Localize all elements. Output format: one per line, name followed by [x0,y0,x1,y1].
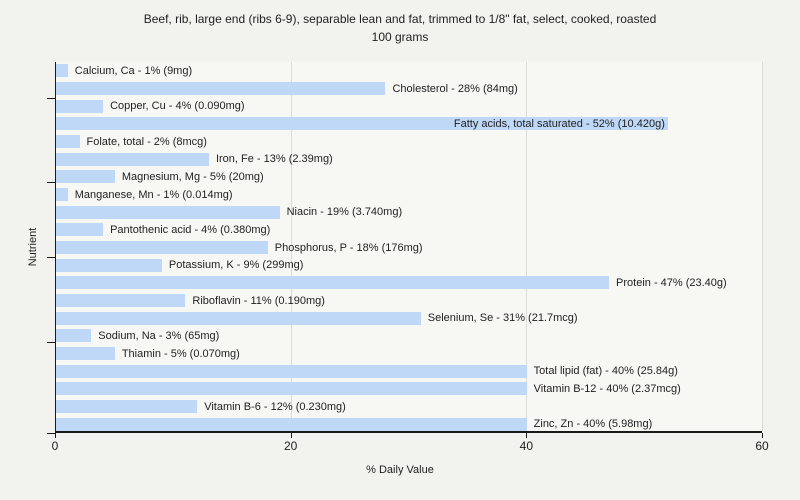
bar-row: Thiamin - 5% (0.070mg) [56,347,762,360]
x-axis-tick [526,433,528,438]
bar-label: Fatty acids, total saturated - 52% (10.4… [453,117,665,130]
bar [56,152,209,166]
bar [56,276,610,290]
bar-row: Pantothenic acid - 4% (0.380mg) [56,223,762,237]
bar [56,205,280,219]
bar [56,82,386,95]
bar-label: Potassium, K - 9% (299mg) [168,259,304,272]
bar-row: Phosphorus, P - 18% (176mg) [56,241,762,254]
bar [56,364,527,378]
bar-label: Vitamin B-12 - 40% (2.37mcg) [533,382,681,395]
bar-row: Magnesium, Mg - 5% (20mg) [56,170,762,184]
bar-row: Zinc, Zn - 40% (5.98mg) [56,417,762,431]
bar-row: Calcium, Ca - 1% (9mg) [56,64,762,78]
bar [56,417,527,431]
chart-title-line2: 100 grams [371,30,429,44]
gridline-x-60 [762,62,763,431]
bar-label: Sodium, Na - 3% (65mg) [98,329,220,342]
bar-row: Total lipid (fat) - 40% (25.84g) [56,364,762,378]
x-axis-tick [762,433,763,438]
bar-label: Total lipid (fat) - 40% (25.84g) [533,365,678,378]
y-axis-tick [47,97,55,99]
x-axis-tick-label: 60 [755,439,769,453]
y-axis-tick [47,257,55,259]
bar [56,294,186,307]
y-axis-tick [47,342,55,344]
bar-row: Vitamin B-6 - 12% (0.230mg) [56,400,762,413]
x-axis-tick [55,433,56,438]
y-axis-label: Nutrient [27,227,39,267]
bar-label: Iron, Fe - 13% (2.39mg) [215,153,333,166]
bar-label: Protein - 47% (23.40g) [616,276,727,289]
bar-label: Cholesterol - 28% (84mg) [392,82,518,95]
bar [56,188,68,201]
bar [56,347,115,360]
bar-row: Niacin - 19% (3.740mg) [56,205,762,219]
bar-row: Folate, total - 2% (8mcg) [56,135,762,148]
gridline-x-40 [526,62,528,431]
bar [56,64,68,78]
bar-row: Manganese, Mn - 1% (0.014mg) [56,188,762,201]
bar-label: Riboflavin - 11% (0.190mg) [192,294,325,307]
chart-title: Beef, rib, large end (ribs 6-9), separab… [0,10,800,46]
bar-row: Selenium, Se - 31% (21.7mcg) [56,311,762,325]
bar-label: Niacin - 19% (3.740mg) [286,206,403,219]
bar [56,170,115,184]
bar [56,135,80,148]
x-axis-tick-label: 40 [519,439,534,453]
bar [56,241,268,254]
bar-label: Thiamin - 5% (0.070mg) [121,347,240,360]
bar [56,99,104,113]
x-axis-tick [290,433,292,438]
x-axis-label: % Daily Value [366,464,434,476]
bar-row: Protein - 47% (23.40g) [56,276,762,290]
bar-row: Fatty acids, total saturated - 52% (10.4… [56,117,762,131]
bar-row: Potassium, K - 9% (299mg) [56,258,762,272]
bar [56,311,421,325]
bar [56,258,162,272]
bar-label: Magnesium, Mg - 5% (20mg) [121,170,264,183]
bar-label: Calcium, Ca - 1% (9mg) [74,64,193,77]
y-axis-tick [47,181,55,183]
bar-row: Iron, Fe - 13% (2.39mg) [56,152,762,166]
bar-row: Copper, Cu - 4% (0.090mg) [56,99,762,113]
bar-row: Sodium, Na - 3% (65mg) [56,329,762,343]
bar-label: Copper, Cu - 4% (0.090mg) [110,100,245,113]
chart-title-line1: Beef, rib, large end (ribs 6-9), separab… [143,12,657,26]
x-axis-tick-label: 20 [283,439,298,453]
bar-label: Pantothenic acid - 4% (0.380mg) [110,223,271,236]
bar [56,117,668,131]
y-axis-tick [47,433,55,434]
bar [56,400,198,413]
bar-label: Selenium, Se - 31% (21.7mcg) [427,312,578,325]
bar-row: Cholesterol - 28% (84mg) [56,82,762,95]
bar [56,329,92,343]
bar-label: Folate, total - 2% (8mcg) [86,135,207,148]
bar-label: Zinc, Zn - 40% (5.98mg) [533,418,653,431]
bar-label: Vitamin B-6 - 12% (0.230mg) [204,400,346,413]
bar [56,382,527,396]
bar-row: Riboflavin - 11% (0.190mg) [56,294,762,307]
bar [56,223,104,237]
bar-label: Phosphorus, P - 18% (176mg) [274,241,423,254]
x-axis-tick-label: 0 [51,439,59,453]
bar-row: Vitamin B-12 - 40% (2.37mcg) [56,382,762,396]
gridline-x-20 [290,62,292,431]
bar-label: Manganese, Mn - 1% (0.014mg) [74,188,233,201]
plot-area: Calcium, Ca - 1% (9mg) Cholesterol - 28% … [55,62,763,433]
